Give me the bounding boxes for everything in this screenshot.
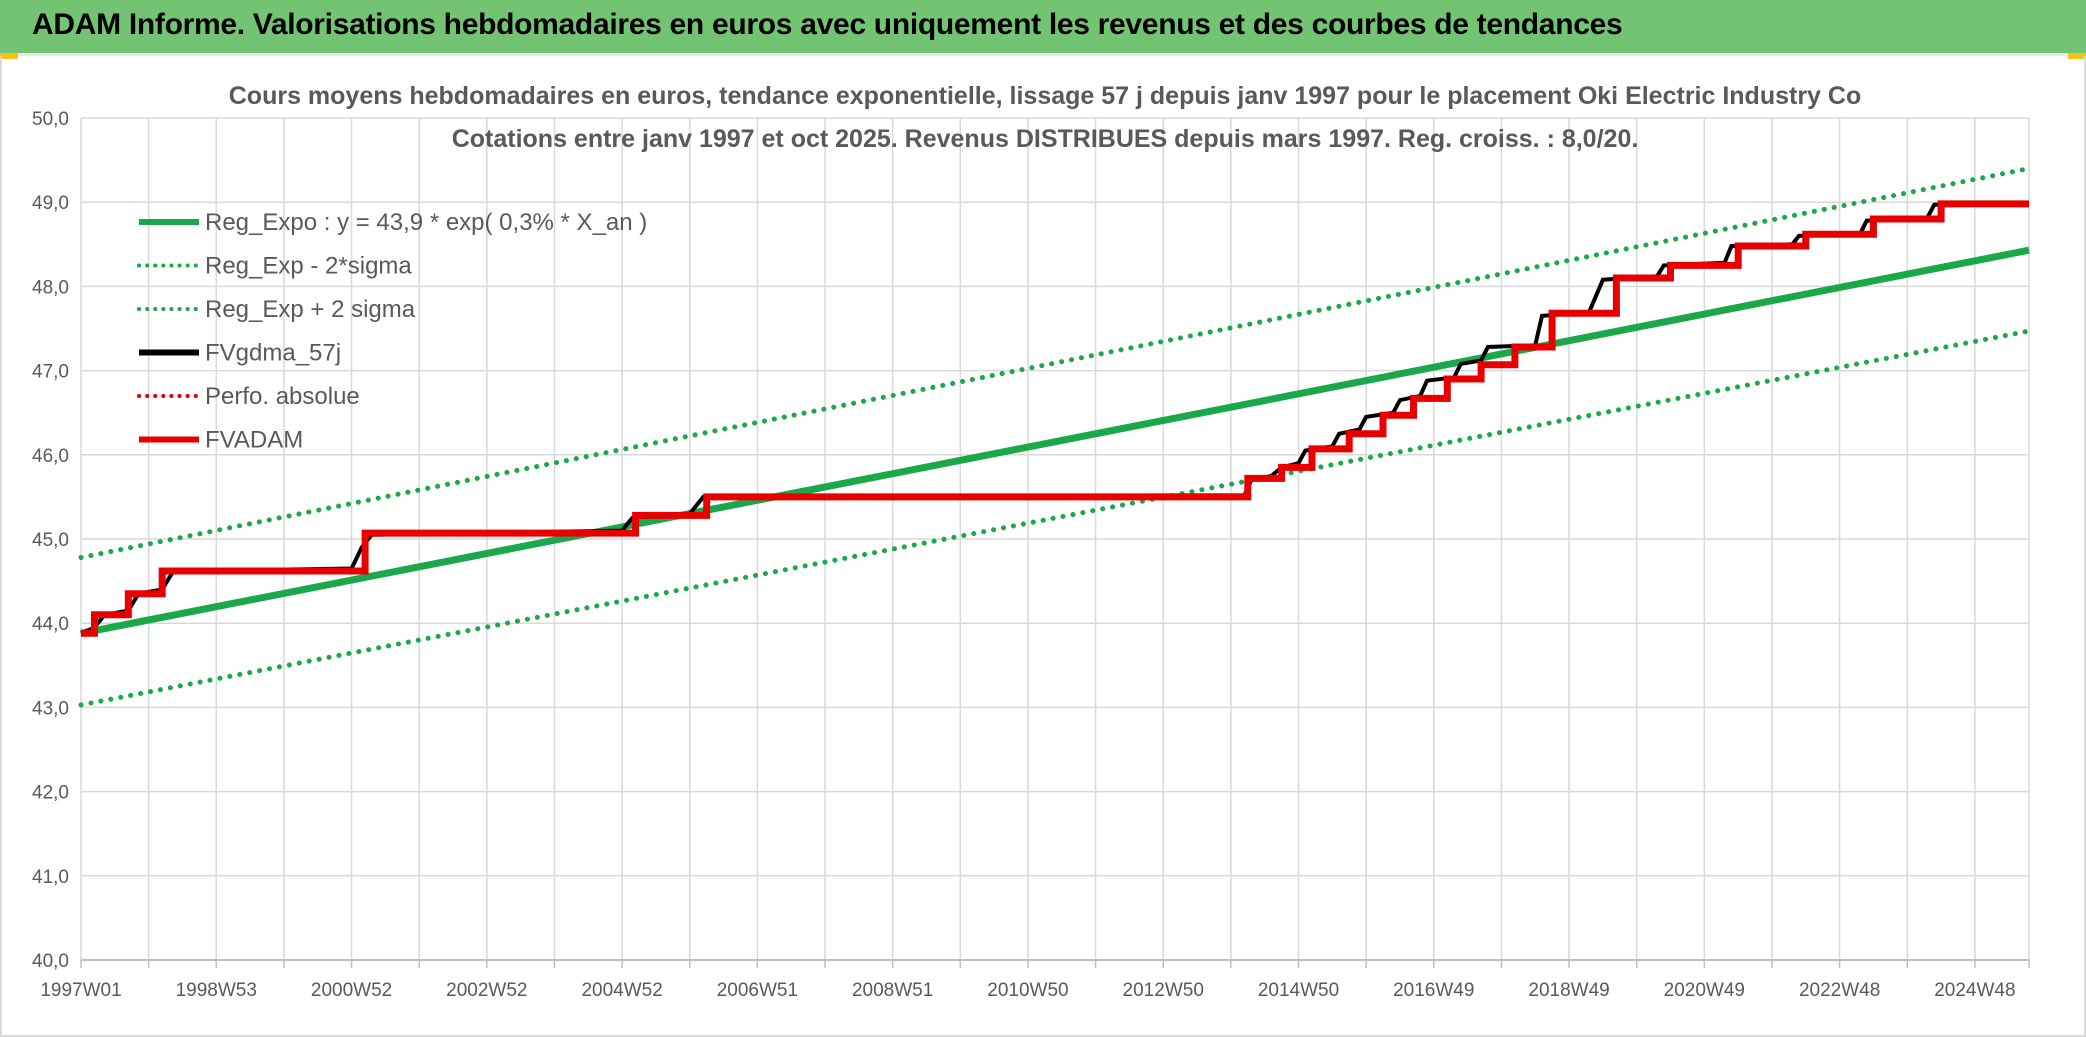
legend-label-1: Reg_Exp - 2*sigma xyxy=(205,253,412,280)
x-tick-label: 2020W49 xyxy=(1664,980,1745,1001)
x-tick-label: 2006W51 xyxy=(717,980,798,1001)
y-tick-label: 42,0 xyxy=(32,783,69,804)
x-tick-label: 2004W52 xyxy=(581,980,662,1001)
x-tick-label: 2024W48 xyxy=(1934,980,2015,1001)
axis-layer: 40,0 41,0 42,0 43,0 44,0 45,0 46,0 47,0 48,0 49,0… xyxy=(32,109,2030,1001)
chart-area: 40,0 41,0 42,0 43,0 44,0 45,0 46,0 47,0 48,0 49,0… xyxy=(0,56,2086,1037)
series-layer xyxy=(78,166,2032,708)
x-tick-label: 1998W53 xyxy=(176,980,257,1001)
series-line-0 xyxy=(80,246,2030,637)
x-tick-label: 2000W52 xyxy=(311,980,392,1001)
y-tick-label: 49,0 xyxy=(32,193,69,214)
left-corner-accent xyxy=(0,53,18,59)
y-tick-label: 41,0 xyxy=(32,867,69,888)
y-tick-label: 48,0 xyxy=(32,277,69,298)
series-line-2 xyxy=(78,166,2032,560)
report-title: ADAM Informe. Valorisations hebdomadaire… xyxy=(32,8,1623,41)
legend-label-2: Reg_Exp + 2 sigma xyxy=(205,296,416,323)
y-tick-label: 45,0 xyxy=(32,530,69,551)
x-tick-label: 2014W50 xyxy=(1258,980,1339,1001)
chart-title: Cours moyens hebdomadaires en euros, ten… xyxy=(229,82,1861,110)
x-tick-label: 2008W51 xyxy=(852,980,933,1001)
y-tick-label: 47,0 xyxy=(32,362,69,383)
x-tick-label: 2002W52 xyxy=(446,980,527,1001)
y-tick-label: 43,0 xyxy=(32,698,69,719)
x-tick-label: 1997W01 xyxy=(40,980,121,1001)
x-tick-label: 2018W49 xyxy=(1528,980,1609,1001)
grid-layer xyxy=(80,117,2030,961)
chart-subtitle: Cotations entre janv 1997 et oct 2025. R… xyxy=(452,125,1639,153)
x-tick-label: 2012W50 xyxy=(1123,980,1204,1001)
price-trend-chart: 40,0 41,0 42,0 43,0 44,0 45,0 46,0 47,0 48,0 49,0… xyxy=(32,82,2032,1001)
legend-label-4: Perfo. absolue xyxy=(205,383,360,410)
report-banner: ADAM Informe. Valorisations hebdomadaire… xyxy=(0,0,2086,56)
x-tick-label: 2016W49 xyxy=(1393,980,1474,1001)
series-line-5 xyxy=(81,200,2029,637)
x-tick-label: 2010W50 xyxy=(987,980,1068,1001)
chart-legend: Reg_Expo : y = 43,9 * exp( 0,3% * X_an )… xyxy=(137,209,647,454)
y-tick-label: 44,0 xyxy=(32,614,69,635)
series-line-1 xyxy=(78,328,2032,708)
legend-label-5: FVADAM xyxy=(205,427,303,454)
y-tick-label: 46,0 xyxy=(32,446,69,467)
x-tick-label: 2022W48 xyxy=(1799,980,1880,1001)
y-tick-label: 50,0 xyxy=(32,109,69,130)
legend-label-0: Reg_Expo : y = 43,9 * exp( 0,3% * X_an ) xyxy=(205,209,647,236)
y-tick-label: 40,0 xyxy=(32,951,69,972)
legend-label-3: FVgdma_57j xyxy=(205,340,341,367)
right-corner-accent xyxy=(2068,53,2086,59)
